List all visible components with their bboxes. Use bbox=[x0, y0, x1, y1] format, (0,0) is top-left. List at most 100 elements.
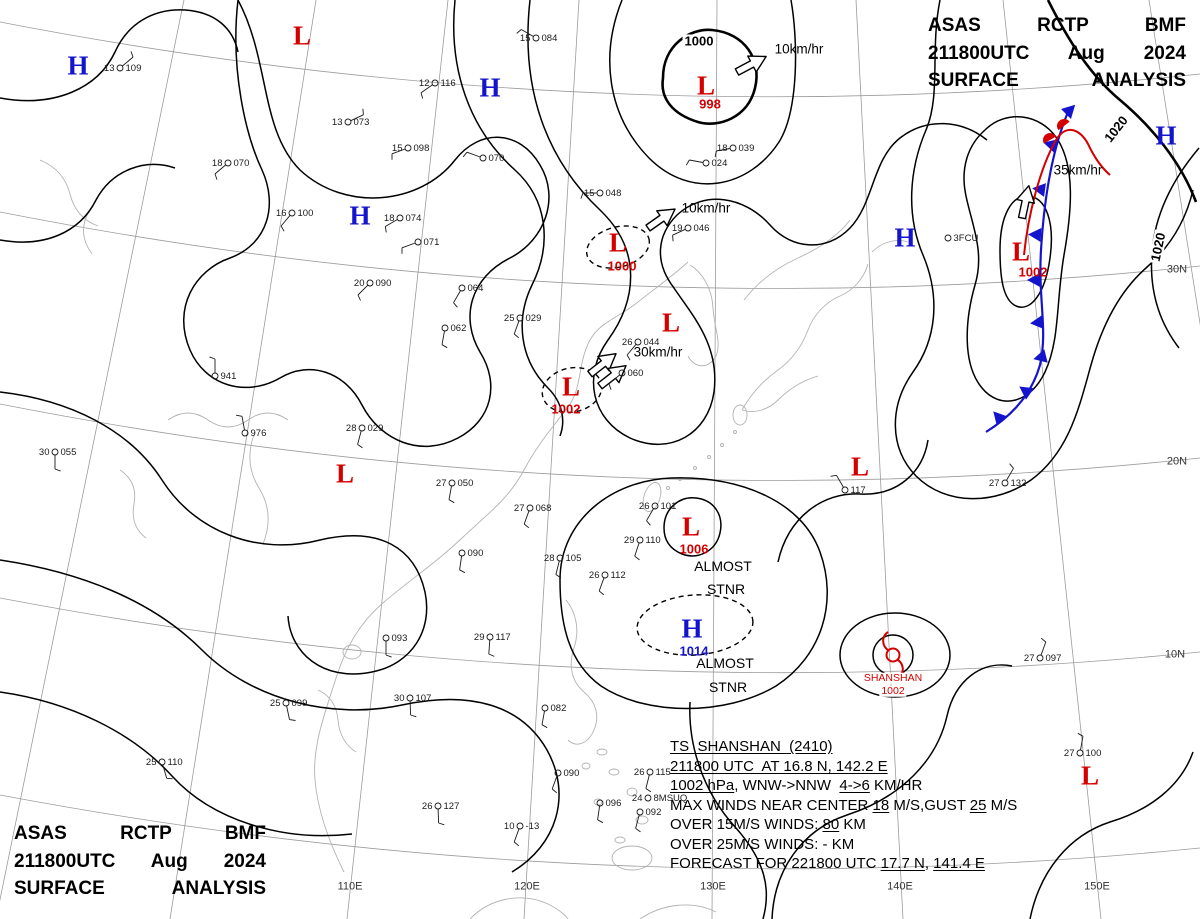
station-plot: 26 044 bbox=[622, 337, 659, 361]
low-pressure-marker: L bbox=[608, 227, 628, 258]
chart-title-line3: SURFACE ANALYSIS bbox=[928, 70, 1186, 92]
chart-title-bottom: ASAS RCTP BMF 211800UTC Aug 2024 SURFACE… bbox=[14, 820, 266, 903]
station-plot: 15 098 bbox=[391, 143, 430, 160]
station-plot: 093 bbox=[382, 633, 407, 658]
station-plot: 064 bbox=[453, 283, 484, 308]
svg-text:26: 26 bbox=[634, 767, 645, 778]
map-label: STNR bbox=[708, 679, 748, 695]
svg-text:099: 099 bbox=[292, 698, 308, 709]
station-plot: 15 084 bbox=[516, 29, 557, 44]
station-plot: 25 099 bbox=[270, 698, 307, 721]
station-plot: 15 048 bbox=[580, 188, 622, 199]
svg-text:024: 024 bbox=[712, 158, 728, 169]
station-plot: 25 029 bbox=[504, 313, 542, 339]
station-plot: 18 039 bbox=[714, 143, 755, 157]
svg-text:050: 050 bbox=[458, 478, 474, 489]
station-plot: 070 bbox=[462, 151, 505, 164]
station-plot: 062 bbox=[441, 323, 467, 349]
station-plot: 25 110 bbox=[146, 757, 183, 780]
svg-text:100: 100 bbox=[1086, 748, 1102, 759]
svg-text:090: 090 bbox=[564, 768, 580, 779]
storm-info-line: 211800 UTC AT 16.8 N, 142.2 E bbox=[670, 757, 888, 775]
chart-title-line2: 211800UTC Aug 2024 bbox=[14, 850, 266, 872]
svg-text:029: 029 bbox=[368, 423, 384, 434]
svg-text:26: 26 bbox=[589, 570, 600, 581]
storm-info-line: OVER 25M/S WINDS: - KM bbox=[670, 835, 855, 853]
station-plot: 20 090 bbox=[354, 278, 391, 301]
station-plot: 19 046 bbox=[672, 223, 710, 242]
high-pressure-marker: H bbox=[349, 200, 371, 231]
station-plot: 071 bbox=[401, 237, 440, 254]
station-plot: 092 bbox=[635, 807, 662, 833]
station-plot: 060 bbox=[608, 368, 644, 390]
high-pressure-marker: H bbox=[1155, 120, 1177, 151]
map-label: 10N bbox=[1164, 648, 1186, 661]
svg-text:073: 073 bbox=[354, 117, 370, 128]
svg-text:070: 070 bbox=[234, 158, 250, 169]
station-plot: 18 074 bbox=[384, 213, 421, 233]
station-plot: 976 bbox=[236, 414, 267, 439]
svg-text:28: 28 bbox=[346, 423, 357, 434]
svg-text:068: 068 bbox=[536, 503, 552, 514]
svg-text:070: 070 bbox=[489, 153, 505, 164]
svg-text:27: 27 bbox=[1024, 653, 1035, 664]
station-plot: 27 097 bbox=[1024, 637, 1062, 664]
station-plot: 28 105 bbox=[544, 553, 581, 579]
high-pressure-marker: H bbox=[67, 50, 89, 81]
pressure-value: 1002 bbox=[1018, 264, 1048, 280]
svg-text:064: 064 bbox=[468, 283, 484, 294]
map-label: 30N bbox=[1166, 263, 1188, 276]
map-label: STNR bbox=[706, 581, 746, 597]
svg-text:071: 071 bbox=[424, 237, 440, 248]
svg-text:029: 029 bbox=[526, 313, 542, 324]
low-pressure-marker: L bbox=[292, 20, 312, 51]
map-label: 35km/hr bbox=[1053, 162, 1103, 178]
svg-text:15: 15 bbox=[392, 143, 403, 154]
svg-text:26: 26 bbox=[622, 337, 633, 348]
pressure-value: 1002 bbox=[551, 401, 581, 417]
svg-text:976: 976 bbox=[251, 428, 267, 439]
low-pressure-marker: L bbox=[850, 451, 870, 482]
svg-text:27: 27 bbox=[1064, 748, 1075, 759]
svg-text:046: 046 bbox=[694, 223, 710, 234]
svg-text:096: 096 bbox=[606, 798, 622, 809]
map-label: ALMOST bbox=[696, 655, 754, 671]
svg-text:26: 26 bbox=[639, 501, 650, 512]
map-label: 1000 bbox=[682, 33, 716, 49]
svg-text:112: 112 bbox=[611, 570, 626, 581]
svg-text:27: 27 bbox=[436, 478, 447, 489]
storm-info-block: TS SHANSHAN (2410) 211800 UTC AT 16.8 N, … bbox=[670, 737, 1017, 874]
svg-text:13: 13 bbox=[332, 117, 343, 128]
station-plot: 13 109 bbox=[104, 51, 141, 74]
svg-text:29: 29 bbox=[474, 632, 485, 643]
map-label: SHANSHAN bbox=[861, 671, 925, 684]
map-label: 10km/hr bbox=[681, 200, 731, 216]
pressure-value: 1000 bbox=[607, 258, 637, 274]
svg-text:16: 16 bbox=[276, 208, 287, 219]
svg-text:090: 090 bbox=[468, 548, 484, 559]
low-pressure-marker: L bbox=[335, 458, 355, 489]
svg-text:082: 082 bbox=[551, 703, 567, 714]
svg-text:048: 048 bbox=[606, 188, 622, 199]
svg-text:062: 062 bbox=[451, 323, 467, 334]
svg-text:039: 039 bbox=[739, 143, 755, 154]
chart-title-line3: SURFACE ANALYSIS bbox=[14, 878, 266, 900]
svg-text:097: 097 bbox=[1046, 653, 1062, 664]
svg-text:20: 20 bbox=[354, 278, 365, 289]
pressure-value: 1006 bbox=[679, 541, 709, 557]
svg-text:098: 098 bbox=[414, 143, 430, 154]
station-plot: 26 115 bbox=[634, 767, 671, 793]
svg-text:092: 092 bbox=[646, 807, 662, 818]
low-pressure-marker: L bbox=[561, 371, 581, 402]
svg-text:060: 060 bbox=[628, 368, 644, 379]
svg-text:30: 30 bbox=[394, 693, 405, 704]
map-label: ALMOST bbox=[694, 558, 752, 574]
station-plot: 30 055 bbox=[39, 447, 77, 472]
station-plot: 16 100 bbox=[276, 208, 313, 232]
svg-text:055: 055 bbox=[61, 447, 77, 458]
high-pressure-marker: H bbox=[894, 222, 916, 253]
map-label: 120E bbox=[514, 880, 540, 893]
station-plot: 27 050 bbox=[436, 478, 474, 504]
svg-text:18: 18 bbox=[212, 158, 223, 169]
